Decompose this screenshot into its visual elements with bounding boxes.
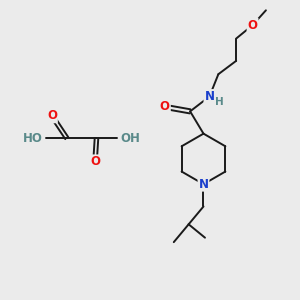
Text: N: N [204, 90, 214, 103]
Text: H: H [214, 97, 223, 107]
Text: O: O [47, 109, 57, 122]
Text: OH: OH [120, 132, 140, 145]
Text: O: O [248, 19, 257, 32]
Text: O: O [90, 155, 100, 168]
Text: HO: HO [23, 132, 43, 145]
Text: O: O [160, 100, 170, 113]
Text: N: N [199, 178, 208, 191]
